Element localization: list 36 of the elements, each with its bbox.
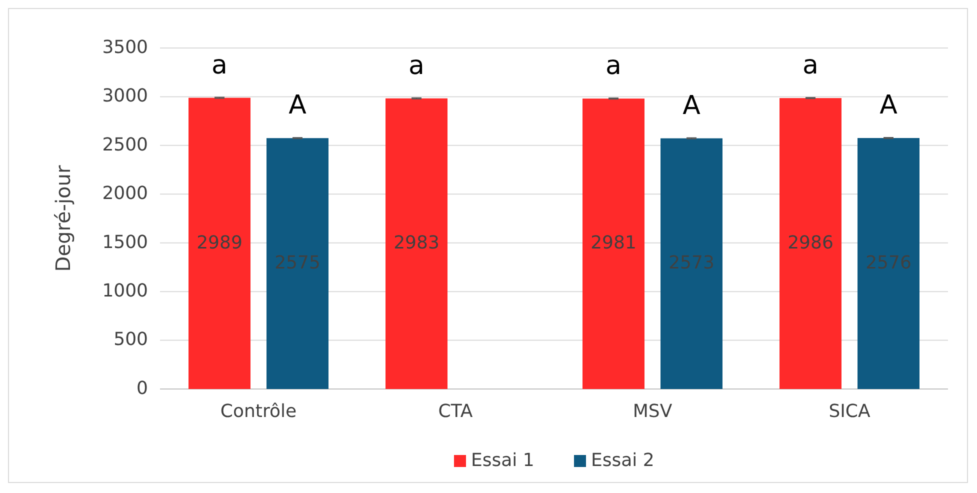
annotation: a [802,50,818,81]
bar [660,138,722,389]
data-label: 2575 [274,252,320,274]
bar [188,98,250,389]
legend-label: Essai 2 [591,450,654,471]
bar [266,138,328,389]
annotation: a [408,50,424,81]
data-label: 2576 [866,252,912,274]
y-tick-label: 1000 [102,280,148,302]
y-tick-label: 3500 [102,36,148,58]
x-tick-label: MSV [632,401,673,422]
data-label: 2983 [394,232,440,254]
legend-label: Essai 1 [471,450,534,471]
annotation: a [606,51,622,82]
y-tick-label: 1500 [102,232,148,253]
y-tick-label: 2000 [102,183,148,204]
bar [386,98,448,389]
y-tick-label: 3000 [102,86,148,107]
bar [780,98,842,389]
data-label: 2573 [668,252,714,274]
y-axis-title: Degré-jour [51,164,75,272]
bar [582,98,644,389]
annotation: A [682,90,701,121]
y-tick-label: 0 [136,378,148,399]
x-tick-label: Contrôle [220,401,297,422]
data-label: 2989 [196,232,242,254]
annotation: a [212,50,228,80]
bar [858,138,920,389]
data-label: 2986 [788,232,834,254]
y-tick-label: 2500 [102,134,148,156]
x-tick-label: CTA [438,401,474,422]
x-tick-label: SICA [828,401,871,422]
y-tick-label: 500 [114,329,148,350]
annotation: A [288,90,307,121]
annotation: A [880,90,898,121]
data-label: 2981 [590,232,636,254]
